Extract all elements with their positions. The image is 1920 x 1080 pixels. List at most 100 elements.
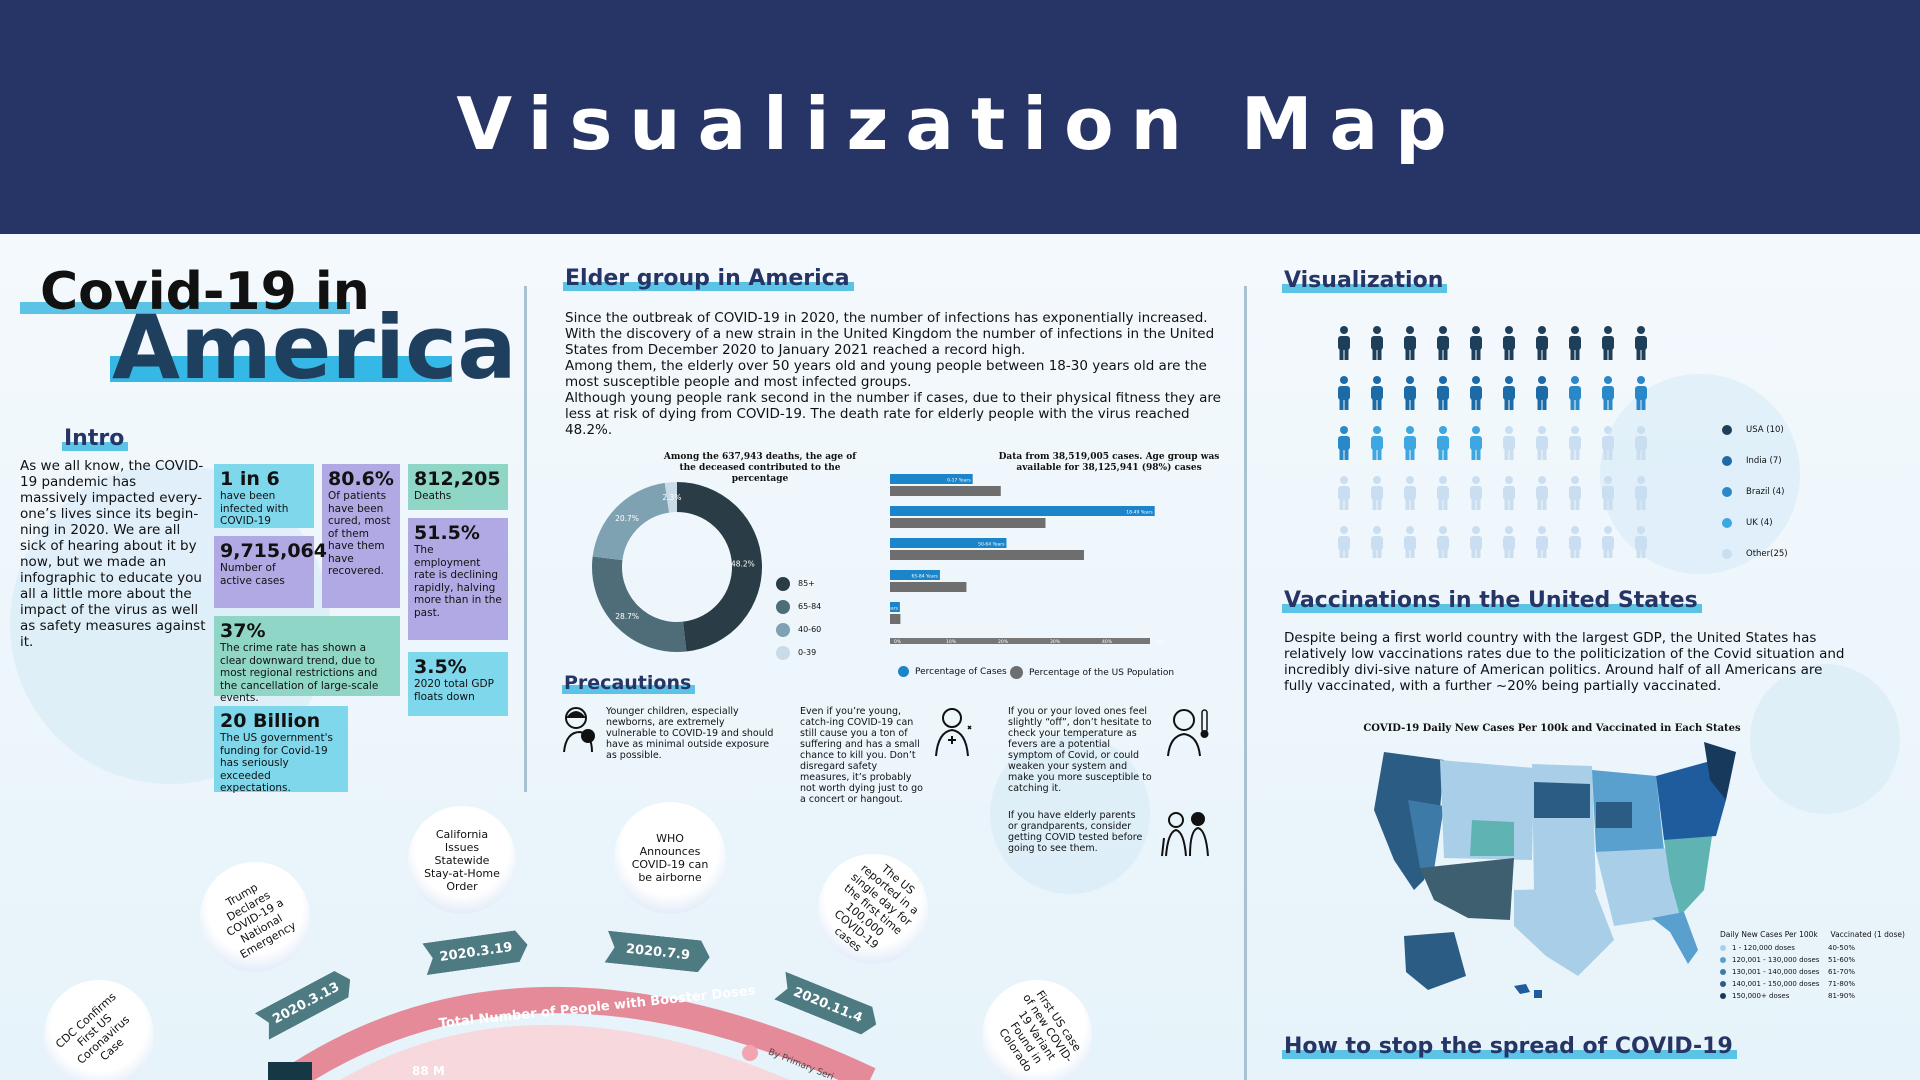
person-pictogram-icon [1536,326,1548,360]
bar-category-label: 50-64 Years [978,542,1005,548]
timeline-event: First US case of new COVID-19 Variant Fo… [982,980,1092,1080]
stat-value: 3.5% [414,656,467,678]
timeline-event: Trump Declares COVID-19 a National Emerg… [200,862,310,972]
column-divider [524,286,527,792]
bar-tick-label: 10% [946,639,957,645]
legend-label: UK (4) [1746,517,1773,528]
stat-card: 51.5% The employment rate is declining r… [408,518,508,640]
legend-swatch-icon [1722,517,1732,528]
bar-cases [890,506,1155,516]
timeline-arc [282,987,876,1080]
timeline-event-text: First US case of new COVID-19 Variant Fo… [996,987,1084,1074]
person-pictogram-icon [1503,376,1515,410]
person-pictogram-icon [1437,476,1449,510]
stat-label: Of patients have been cured, most of the… [328,490,391,577]
stop-spread-heading: How to stop the spread of COVID-19 [1282,1034,1737,1059]
person-pictogram-icon [1635,426,1647,460]
mother-baby-icon [563,707,595,753]
visualization-heading-text: Visualization [1284,268,1444,293]
person-pictogram-icon [1338,476,1350,510]
legend-label: India (7) [1746,455,1782,466]
person-pictogram-icon [1470,426,1482,460]
stat-label: Deaths [414,490,452,502]
visualization-heading: Visualization [1282,268,1448,293]
bar-population [890,614,901,624]
stat-value: 20 Billion [220,710,321,732]
bar-axis [890,638,1150,644]
donut-legend: 85+ 65-84 40-60 0-39 [776,572,856,662]
person-pictogram-icon [1371,476,1383,510]
person-pictogram-icon [1470,326,1482,360]
header-banner: Visualization Map [0,0,1920,234]
person-pictogram-icon [1470,526,1482,558]
stat-card: 812,205 Deaths [408,464,508,510]
map-region-florida [1652,912,1698,964]
person-pictogram-icon [1404,526,1416,558]
column-divider [1244,286,1247,1080]
person-pictogram-icon [1635,376,1647,410]
stat-card: 9,715,064 Number of active cases [214,536,327,608]
bar-tick-label: 0% [894,639,902,645]
map-legend-item: 150,000+ doses 81-90% [1720,990,1880,1002]
person-pictogram-icon [1569,426,1581,460]
elder-heading: Elder group in America [563,266,854,291]
virus-decoration-icon [990,734,1150,894]
person-pictogram-icon [1503,426,1515,460]
person-pictogram-icon [1536,426,1548,460]
person-pictogram-icon [1569,326,1581,360]
timeline-event-text: CDC Confirms First US Coronavirus Case [53,990,133,1067]
pictogram-chart [1338,326,1647,558]
map-title: COVID-19 Daily New Cases Per 100k and Va… [1363,723,1741,734]
map-legend-vacc: 81-90% [1828,992,1855,1000]
map-legend-item: 1 - 120,000 doses 40-50% [1720,942,1880,954]
person-pictogram-icon [1503,476,1515,510]
stat-value: 9,715,064 [220,540,327,562]
person-pictogram-icon [1371,426,1383,460]
pictogram-legend-item: Other(25) [1722,538,1842,569]
legend-swatch-icon [776,576,790,591]
person-pictogram-icon [1635,526,1647,558]
donut-legend-item: 40-60 [776,618,856,641]
vaccinations-heading-text: Vaccinations in the United States [1284,588,1698,613]
stat-card: 80.6% Of patients have been cured, most … [322,464,400,608]
precaution-text: Younger children, especially newborns, a… [606,706,774,761]
legend-swatch-icon [1722,455,1732,466]
person-pictogram-icon [1338,526,1350,558]
person-pictogram-icon [1371,526,1383,558]
donut-legend-item: 0-39 [776,641,856,664]
legend-label: Other(25) [1746,548,1788,559]
map-legend-item: 130,001 - 140,000 doses 61-70% [1720,966,1880,978]
person-pictogram-icon [1602,476,1614,510]
bar-population [890,486,1001,496]
map-legend-vacc: 40-50% [1828,944,1855,952]
precautions-heading: Precautions [562,672,696,694]
legend-swatch-icon [1722,548,1732,559]
stat-card: 1 in 6 have been infected with COVID-19 [214,464,314,528]
timeline-event-text: Trump Declares COVID-19 a National Emerg… [223,880,299,961]
map-region-southwest [1420,858,1514,920]
map-legend-header: Daily New Cases Per 100k Vaccinated (1 d… [1720,930,1905,939]
donut-value-label: 48.2% [731,559,755,568]
elder-paragraph: Although young people rank second in the… [565,390,1221,438]
legend-label: Brazil (4) [1746,486,1785,497]
map-legend-vacc: 51-60% [1828,956,1855,964]
stop-spread-heading-text: How to stop the spread of COVID-19 [1284,1034,1733,1059]
donut-value-label: 20.7% [615,514,639,523]
precaution-text: Even if you’re young, catch-ing COVID-19… [800,706,923,805]
pictogram-legend: USA (10) India (7) Brazil (4) UK (4) Other(2… [1722,414,1842,564]
person-pictogram-icon [1371,376,1383,410]
map-region-dakota [1534,782,1590,818]
map-legend-cases: 120,001 - 130,000 doses [1732,956,1820,964]
timeline-event: CDC Confirms First US Coronavirus Case [44,980,154,1080]
map-region-southeast [1664,836,1712,916]
legend-label: Percentage of the US Population [1029,667,1175,678]
person-pictogram-icon [1470,376,1482,410]
map-region-northeast [1656,760,1726,840]
legend-label: 0-39 [798,648,817,657]
donut-slice [592,556,687,652]
elder-paragraph: Among them, the elderly over 50 years ol… [565,358,1207,390]
stat-value: 812,205 [414,468,501,490]
person-pictogram-icon [1371,326,1383,360]
map-region-colorado [1470,820,1514,856]
timeline-event: The US reported in a single day for the … [818,854,928,964]
